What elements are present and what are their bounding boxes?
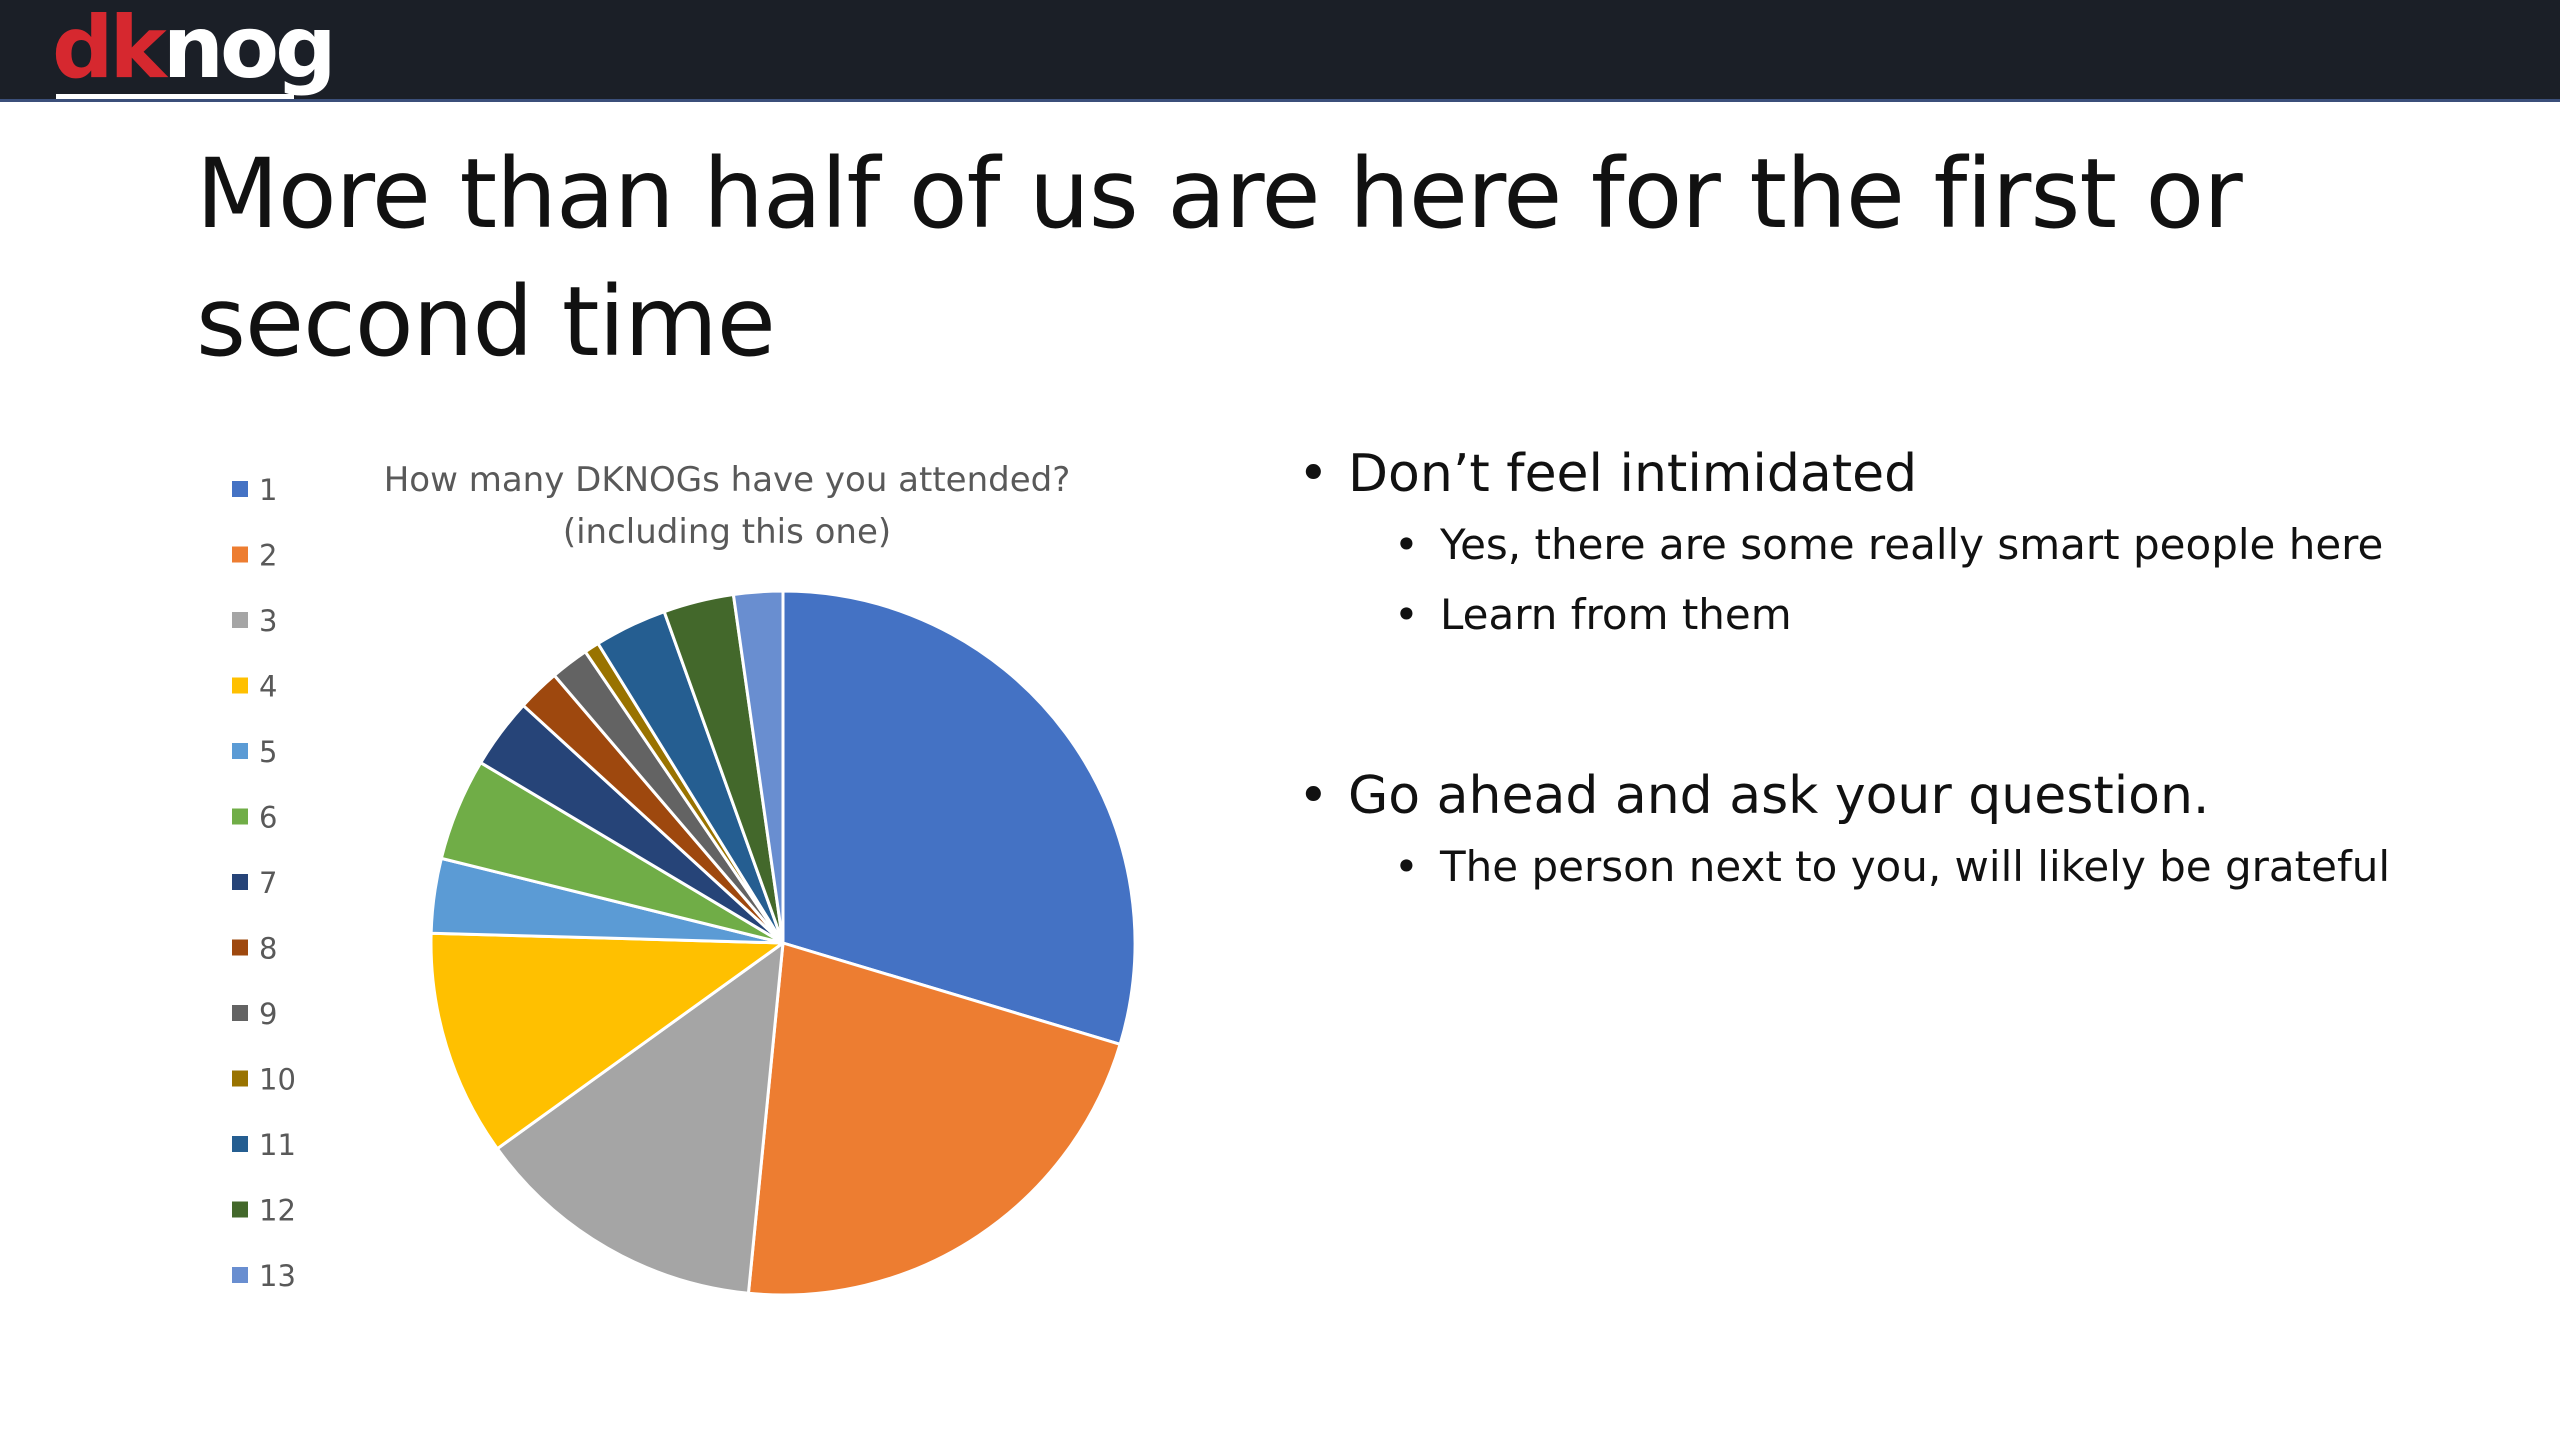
legend-swatch-7	[232, 874, 248, 890]
dknog-logo: dknog	[52, 0, 337, 98]
logo-underline	[56, 94, 294, 99]
legend-label-12: 12	[259, 1194, 296, 1228]
chart-title-line-1: How many DKNOGs have you attended?	[384, 460, 1071, 500]
legend-label-9: 9	[259, 997, 277, 1031]
legend-swatch-1	[232, 481, 248, 497]
legend-swatch-13	[232, 1267, 248, 1283]
legend-label-10: 10	[259, 1063, 296, 1097]
bullet-2: Go ahead and ask your question.	[1290, 760, 2530, 832]
legend-label-13: 13	[259, 1259, 296, 1293]
slide-title: More than half of us are here for the fi…	[196, 138, 2243, 378]
legend-swatch-11	[232, 1136, 248, 1152]
pie-slices	[429, 589, 1137, 1297]
legend-swatch-9	[232, 1005, 248, 1021]
legend-label-11: 11	[259, 1128, 296, 1162]
pie-chart: How many DKNOGs have you attended? (incl…	[232, 460, 1137, 1297]
sub-bullet-2-1: The person next to you, will likely be g…	[1290, 832, 2530, 902]
top-bar	[0, 0, 2560, 102]
bullet-list: Don’t feel intimidated Yes, there are so…	[1290, 438, 2530, 902]
legend-label-6: 6	[259, 801, 277, 835]
legend-label-7: 7	[259, 866, 277, 900]
legend-swatch-12	[232, 1201, 248, 1218]
legend-swatch-5	[232, 743, 248, 759]
legend-label-3: 3	[259, 604, 277, 638]
sub-bullet-1-1: Yes, there are some really smart people …	[1290, 510, 2530, 580]
bullet-gap	[1290, 650, 2530, 760]
legend-swatch-4	[232, 677, 248, 694]
legend-swatch-6	[232, 808, 248, 825]
legend-swatch-10	[232, 1070, 248, 1087]
sub-bullet-1-2: Learn from them	[1290, 580, 2530, 650]
legend-swatch-3	[232, 612, 248, 628]
pie-slice-1	[781, 589, 1137, 1046]
bullet-1: Don’t feel intimidated	[1290, 438, 2530, 510]
pie-slice-4	[429, 931, 785, 1151]
legend-label-4: 4	[259, 670, 277, 704]
chart-title-line-2: (including this one)	[563, 512, 891, 552]
legend-swatch-2	[232, 546, 248, 563]
pie-slice-2	[746, 941, 1122, 1297]
legend-label-2: 2	[259, 539, 277, 573]
legend-label-5: 5	[259, 735, 277, 769]
pie-slice-13	[731, 589, 785, 945]
legend-swatch-8	[232, 939, 248, 956]
legend-label-1: 1	[259, 473, 277, 507]
legend-label-8: 8	[259, 932, 277, 966]
pie-slice-3	[495, 941, 785, 1295]
